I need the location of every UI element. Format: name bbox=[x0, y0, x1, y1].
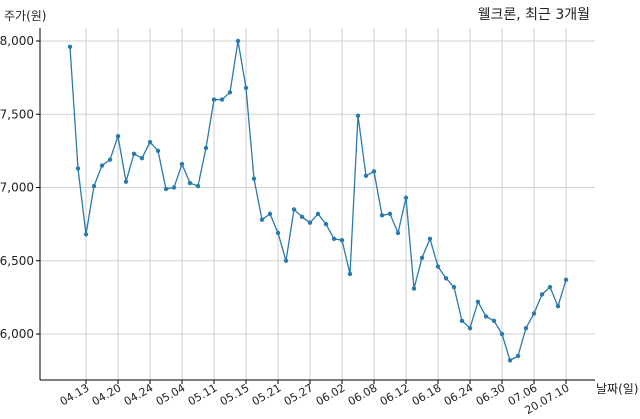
data-point bbox=[147, 139, 153, 145]
data-point bbox=[315, 211, 321, 217]
data-point bbox=[131, 151, 137, 157]
data-point bbox=[491, 318, 497, 324]
x-tick-label: 06.08 bbox=[346, 381, 380, 408]
data-point bbox=[67, 44, 73, 50]
data-point bbox=[299, 214, 305, 219]
data-point bbox=[211, 97, 217, 102]
data-point bbox=[507, 358, 513, 363]
data-point bbox=[107, 157, 113, 162]
data-point bbox=[291, 207, 297, 212]
data-point bbox=[515, 353, 521, 359]
data-point bbox=[443, 276, 449, 281]
data-point bbox=[283, 258, 289, 263]
data-point bbox=[275, 230, 281, 236]
data-point bbox=[91, 183, 97, 189]
data-point bbox=[531, 311, 537, 316]
data-point bbox=[347, 271, 353, 277]
data-point bbox=[451, 284, 457, 290]
data-point bbox=[75, 166, 81, 171]
chart-title: 웰크론, 최근 3개월 bbox=[478, 7, 590, 23]
data-point bbox=[411, 286, 417, 291]
data-point bbox=[419, 255, 425, 261]
x-tick-label: 05.15 bbox=[218, 381, 252, 408]
data-point bbox=[99, 163, 105, 168]
data-point bbox=[227, 90, 233, 95]
x-axis-label: 날짜(일) bbox=[596, 382, 638, 396]
x-tick-label: 05.11 bbox=[186, 381, 220, 408]
x-tick-label: 04.13 bbox=[58, 381, 92, 408]
data-point bbox=[395, 230, 401, 236]
x-tick-label: 05.21 bbox=[250, 381, 284, 408]
x-tick-label: 05.04 bbox=[154, 381, 188, 408]
x-tick-label: 06.30 bbox=[474, 381, 508, 408]
data-point bbox=[467, 325, 473, 331]
axes bbox=[39, 28, 595, 381]
y-tick-label: 7,000 bbox=[0, 181, 34, 195]
data-point bbox=[523, 325, 529, 331]
series-line-path bbox=[69, 40, 567, 362]
data-point bbox=[155, 148, 161, 154]
data-point bbox=[371, 169, 377, 174]
data-point bbox=[123, 179, 129, 184]
data-point bbox=[203, 145, 209, 151]
x-tick-label: 05.27 bbox=[282, 381, 316, 408]
y-tick-label: 8,000 bbox=[0, 34, 34, 48]
data-point bbox=[307, 220, 313, 225]
data-point bbox=[163, 186, 169, 192]
grid bbox=[36, 28, 595, 384]
x-tick-label: 04.20 bbox=[90, 381, 124, 408]
data-point bbox=[387, 211, 393, 217]
data-point bbox=[459, 318, 465, 324]
data-point bbox=[555, 303, 561, 309]
data-point bbox=[499, 331, 505, 337]
data-point bbox=[339, 238, 345, 243]
data-point bbox=[251, 176, 257, 181]
data-point bbox=[483, 314, 489, 319]
data-point bbox=[379, 213, 385, 218]
y-tick-label: 7,500 bbox=[0, 107, 34, 121]
data-point bbox=[235, 38, 241, 44]
x-tick-labels: 04.1304.2004.2405.0405.1105.1505.2105.27… bbox=[58, 381, 572, 417]
data-point bbox=[331, 236, 337, 241]
data-point bbox=[179, 161, 185, 167]
x-tick-label: 06.18 bbox=[410, 381, 444, 408]
data-point bbox=[355, 113, 361, 118]
data-point bbox=[363, 173, 369, 178]
data-point bbox=[475, 299, 481, 304]
data-point bbox=[115, 134, 121, 139]
x-tick-label: 06.24 bbox=[442, 381, 476, 408]
data-point bbox=[547, 284, 553, 290]
data-point bbox=[267, 211, 273, 217]
data-point bbox=[563, 277, 569, 282]
data-point bbox=[171, 185, 177, 190]
data-point bbox=[403, 195, 409, 200]
x-tick-label: 04.24 bbox=[122, 381, 156, 408]
series-line bbox=[69, 40, 567, 362]
y-tick-labels: 6,000 6,500 7,000 7,500 8,000 bbox=[0, 34, 34, 341]
x-tick-label: 06.12 bbox=[378, 381, 412, 408]
y-axis-label: 주가(원) bbox=[4, 9, 46, 23]
data-point bbox=[219, 97, 225, 102]
data-point bbox=[435, 264, 441, 269]
y-tick-label: 6,500 bbox=[0, 254, 34, 268]
data-point bbox=[83, 232, 89, 237]
data-point bbox=[195, 183, 201, 189]
data-point bbox=[187, 180, 193, 186]
x-tick-label: 06.02 bbox=[314, 381, 348, 408]
data-point bbox=[427, 236, 433, 241]
data-point bbox=[323, 221, 329, 227]
data-point bbox=[243, 85, 249, 91]
series-points bbox=[67, 38, 569, 363]
data-point bbox=[139, 156, 145, 161]
y-tick-label: 6,000 bbox=[0, 327, 34, 341]
data-point bbox=[259, 217, 265, 222]
data-point bbox=[539, 292, 545, 297]
